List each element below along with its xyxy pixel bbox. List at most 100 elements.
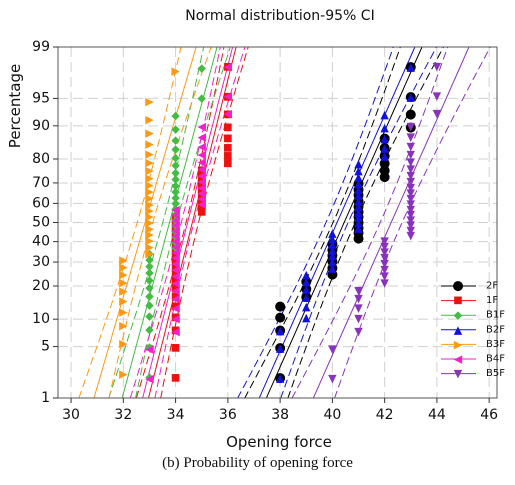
data-point-b4f: ◀ [171, 257, 180, 270]
legend-label: 2F [486, 281, 498, 292]
data-point-1f: ■ [197, 165, 206, 176]
data-point-b3f: ▶ [145, 234, 154, 247]
legend-marker: ● [452, 279, 463, 294]
data-point-b2f: ▲ [380, 150, 389, 163]
data-point-b5f: ▼ [407, 187, 416, 200]
data-point-1f: ■ [223, 158, 232, 169]
data-point-2f: ● [327, 248, 338, 263]
data-point-b1f: ◆ [145, 266, 154, 279]
data-point-b5f: ▼ [354, 325, 363, 338]
data-point-b4f: ◀ [171, 301, 180, 314]
data-point-b5f: ▼ [407, 140, 416, 153]
data-point-b4f: ◀ [197, 131, 206, 144]
data-point-1f: ■ [197, 184, 206, 195]
data-point-b4f: ◀ [197, 148, 206, 161]
data-point-b3f: ▶ [145, 210, 154, 223]
data-point-b2f: ▲ [407, 90, 416, 103]
data-point-b1f: ◆ [145, 281, 154, 294]
data-point-b1f: ◆ [171, 208, 180, 221]
legend-marker: ▶ [454, 338, 463, 351]
legend-label: B4F [486, 354, 505, 365]
data-point-b1f: ◆ [145, 310, 154, 323]
fit-line-b4f [142, 47, 234, 398]
figure-caption: (b) Probability of opening force [162, 455, 353, 471]
data-point-b5f: ▼ [354, 301, 363, 314]
x-tick-label: 40 [323, 407, 341, 423]
data-point-b2f: ▲ [328, 249, 337, 262]
data-point-b4f: ◀ [171, 292, 180, 305]
data-point-b5f: ▼ [407, 148, 416, 161]
data-point-1f: ■ [197, 172, 206, 183]
data-point-b2f: ▲ [380, 141, 389, 154]
data-point-1f: ■ [171, 233, 180, 244]
data-point-1f: ■ [197, 201, 206, 212]
data-point-b4f: ◀ [197, 140, 206, 153]
data-point-2f: ● [353, 210, 364, 225]
data-point-b2f: ▲ [380, 132, 389, 145]
x-tick-label: 36 [219, 407, 237, 423]
legend-label: B3F [486, 339, 505, 350]
ci-upper-b2f [280, 47, 438, 398]
data-point-1f: ■ [223, 109, 232, 120]
data-point-b1f: ◆ [145, 260, 154, 273]
data-point-b2f: ▲ [354, 171, 363, 184]
data-point-b3f: ▶ [145, 222, 154, 235]
y-tick-label: 50 [32, 215, 50, 231]
data-point-b5f: ▼ [380, 234, 389, 247]
data-point-b1f: ◆ [197, 62, 206, 75]
data-point-b2f: ▲ [276, 342, 285, 355]
x-axis-label: Opening force [226, 433, 332, 451]
data-point-1f: ■ [223, 122, 232, 133]
data-point-2f: ● [353, 182, 364, 197]
data-point-b2f: ▲ [328, 255, 337, 268]
data-point-1f: ■ [223, 151, 232, 162]
legend-label: 1F [486, 295, 498, 306]
data-point-2f: ● [274, 370, 285, 385]
data-point-2f: ● [353, 188, 364, 203]
data-point-b3f: ▶ [145, 216, 154, 229]
data-point-b4f: ◀ [197, 192, 206, 205]
data-point-b5f: ▼ [380, 245, 389, 258]
fit-lines [78, 47, 491, 398]
data-point-b4f: ◀ [171, 270, 180, 283]
data-point-1f: ■ [171, 283, 180, 294]
x-tick-label: 30 [62, 407, 80, 423]
data-point-b3f: ▶ [145, 241, 154, 254]
data-point-b2f: ▲ [328, 261, 337, 274]
data-point-b3f: ▶ [145, 228, 154, 241]
data-point-b5f: ▼ [407, 169, 416, 182]
data-point-b1f: ◆ [171, 213, 180, 226]
data-point-b4f: ◀ [197, 175, 206, 188]
data-point-b1f: ◆ [171, 197, 180, 210]
data-point-b3f: ▶ [145, 198, 154, 211]
data-point-b5f: ▼ [407, 208, 416, 221]
data-point-b1f: ◆ [171, 179, 180, 192]
data-point-b4f: ◀ [224, 107, 233, 120]
data-point-2f: ● [405, 120, 416, 135]
y-tick-label: 10 [32, 311, 50, 327]
data-point-b2f: ▲ [328, 243, 337, 256]
data-point-b4f: ◀ [171, 240, 180, 253]
data-point-2f: ● [301, 281, 312, 296]
data-point-2f: ● [353, 176, 364, 191]
data-point-b4f: ◀ [171, 219, 180, 232]
data-point-b4f: ◀ [171, 245, 180, 258]
data-point-2f: ● [301, 274, 312, 289]
data-point-b4f: ◀ [224, 60, 233, 73]
ci-upper-b3f [108, 47, 212, 398]
fit-line-b3f [93, 47, 197, 398]
data-point-b5f: ▼ [407, 181, 416, 194]
y-tick-label: 80 [32, 151, 50, 167]
data-point-b1f: ◆ [171, 241, 180, 254]
data-point-b1f: ◆ [197, 91, 206, 104]
data-point-b4f: ◀ [197, 169, 206, 182]
data-point-b4f: ◀ [171, 263, 180, 276]
data-point-b4f: ◀ [145, 372, 154, 385]
data-point-b1f: ◆ [171, 166, 180, 179]
data-point-b5f: ▼ [354, 312, 363, 325]
data-point-1f: ■ [171, 212, 180, 223]
legend-marker: ◀ [454, 353, 463, 366]
data-point-2f: ● [353, 215, 364, 230]
data-point-b5f: ▼ [433, 89, 442, 102]
